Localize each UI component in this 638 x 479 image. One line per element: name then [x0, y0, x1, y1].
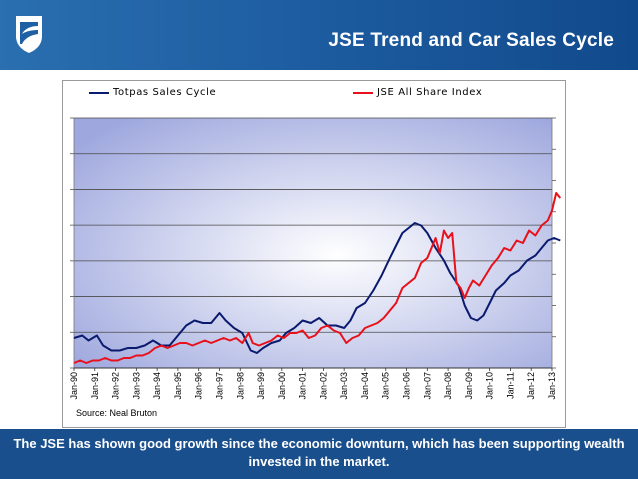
x-tick-label: Jan-00: [277, 372, 287, 400]
x-tick-label: Jan-13: [547, 372, 557, 400]
x-tick-label: Jan-12: [526, 372, 536, 400]
x-tick-label: Jan-06: [402, 372, 412, 400]
x-tick-label: Jan-09: [464, 372, 474, 400]
x-tick-label: Jan-97: [214, 372, 224, 400]
legend-swatch-navy: [89, 91, 109, 94]
x-tick-label: Jan-91: [90, 372, 100, 400]
legend-item-totpas: Totpas Sales Cycle: [89, 87, 216, 99]
x-tick-label: Jan-96: [194, 372, 204, 400]
page-title: JSE Trend and Car Sales Cycle: [328, 30, 614, 51]
series-line-totpas-sales-cycle: [73, 222, 561, 354]
x-tick-label: Jan-90: [69, 372, 79, 400]
source-note: Source: Neal Bruton: [76, 408, 158, 418]
legend-swatch-red: [353, 91, 373, 94]
plot-area: [74, 118, 552, 368]
legend-item-jse: JSE All Share Index: [353, 87, 482, 99]
legend-label: Totpas Sales Cycle: [113, 87, 217, 98]
caption-text: The JSE has shown good growth since the …: [0, 429, 638, 479]
x-tick-label: Jan-07: [422, 372, 432, 400]
x-tick-label: Jan-04: [360, 372, 370, 400]
x-tick-label: Jan-98: [235, 372, 245, 400]
legend-label: JSE All Share Index: [377, 87, 483, 98]
series-line-jse-all-share-index: [73, 192, 562, 364]
x-tick-label: Jan-05: [381, 372, 391, 400]
line-chart: Jan-90 Jan-91 Jan-92 Jan-93 Jan-94 Jan-95 Jan-…: [69, 117, 562, 400]
x-tick-label: Jan-95: [173, 372, 183, 400]
x-tick-label: Jan-92: [111, 372, 121, 400]
x-tick-label: Jan-01: [298, 372, 308, 400]
shield-logo-icon: [16, 16, 42, 53]
x-tick-label: Jan-08: [443, 372, 453, 400]
x-tick-label: Jan-10: [485, 372, 495, 400]
x-tick-label: Jan-99: [256, 372, 266, 400]
x-tick-label: Jan-93: [131, 372, 141, 400]
x-tick-label: Jan-03: [339, 372, 349, 400]
legend: Totpas Sales Cycle JSE All Share Index: [63, 81, 565, 103]
header-bar: JSE Trend and Car Sales Cycle: [0, 0, 638, 70]
x-tick-label: Jan-02: [318, 372, 328, 400]
x-tick-label: Jan-11: [505, 372, 515, 399]
x-tick-label: Jan-94: [152, 372, 162, 400]
